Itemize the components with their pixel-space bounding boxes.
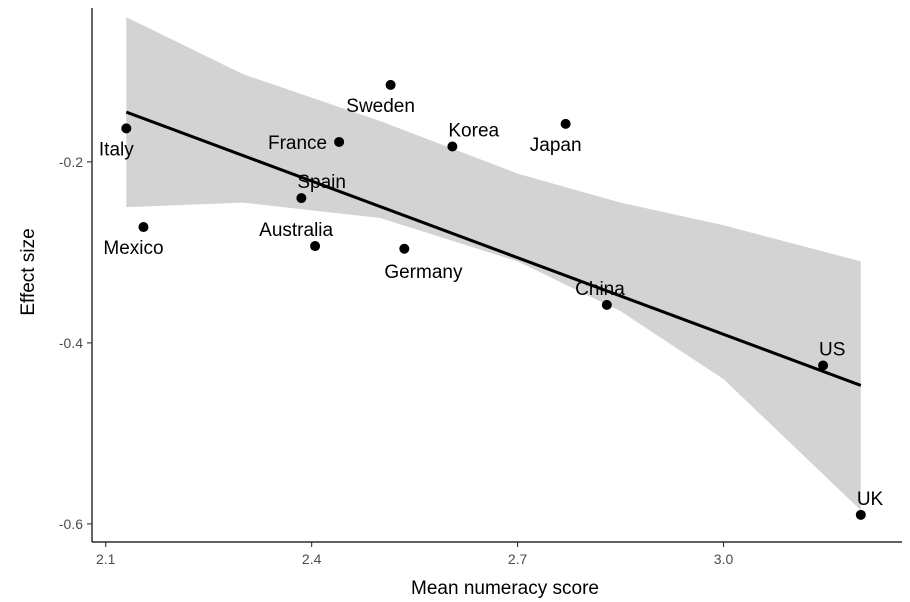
data-point-germany <box>399 243 410 254</box>
data-point-japan <box>560 118 571 129</box>
point-label-uk: UK <box>857 489 884 510</box>
point-label-spain: Spain <box>297 172 346 193</box>
point-label-mexico: Mexico <box>103 238 163 259</box>
point-label-sweden: Sweden <box>346 96 415 117</box>
point-label-us: US <box>819 340 845 361</box>
y-tick-label: -0.4 <box>59 335 83 351</box>
data-point-mexico <box>138 222 149 233</box>
x-axis-title: Mean numeracy score <box>411 578 599 599</box>
point-label-germany: Germany <box>384 262 463 283</box>
point-label-france: France <box>268 133 327 154</box>
data-point-sweden <box>385 79 396 90</box>
data-point-australia <box>310 241 321 252</box>
data-point-spain <box>296 193 307 204</box>
data-points-layer <box>121 79 866 520</box>
x-tick-label: 2.4 <box>302 551 322 567</box>
data-point-korea <box>447 141 458 152</box>
regression-line <box>125 110 862 387</box>
x-tick-label: 3.0 <box>714 551 734 567</box>
point-labels-layer: Italy Mexico France Spain Australia Sweden Ger… <box>99 96 884 510</box>
point-label-italy: Italy <box>99 139 134 160</box>
y-tick-label: -0.2 <box>59 154 83 170</box>
data-point-china <box>601 299 612 310</box>
regression-line-layer <box>125 110 862 387</box>
point-label-japan: Japan <box>530 135 582 156</box>
data-point-italy <box>121 123 132 134</box>
axes-layer <box>91 8 902 543</box>
point-label-korea: Korea <box>448 120 499 141</box>
x-tick-label: 2.1 <box>96 551 116 567</box>
y-axis-title: Effect size <box>18 228 39 315</box>
data-point-france <box>334 136 345 147</box>
point-label-australia: Australia <box>259 220 333 241</box>
data-point-uk <box>855 509 866 520</box>
data-point-us <box>818 360 829 371</box>
ticks-layer: 2.1 2.4 2.7 3.0 -0.2 -0.4 -0.6 <box>59 154 734 567</box>
confidence-band <box>126 17 861 511</box>
point-label-china: China <box>575 279 625 300</box>
confidence-band-layer <box>126 17 861 511</box>
x-tick-label: 2.7 <box>508 551 528 567</box>
y-tick-label: -0.6 <box>59 516 83 532</box>
